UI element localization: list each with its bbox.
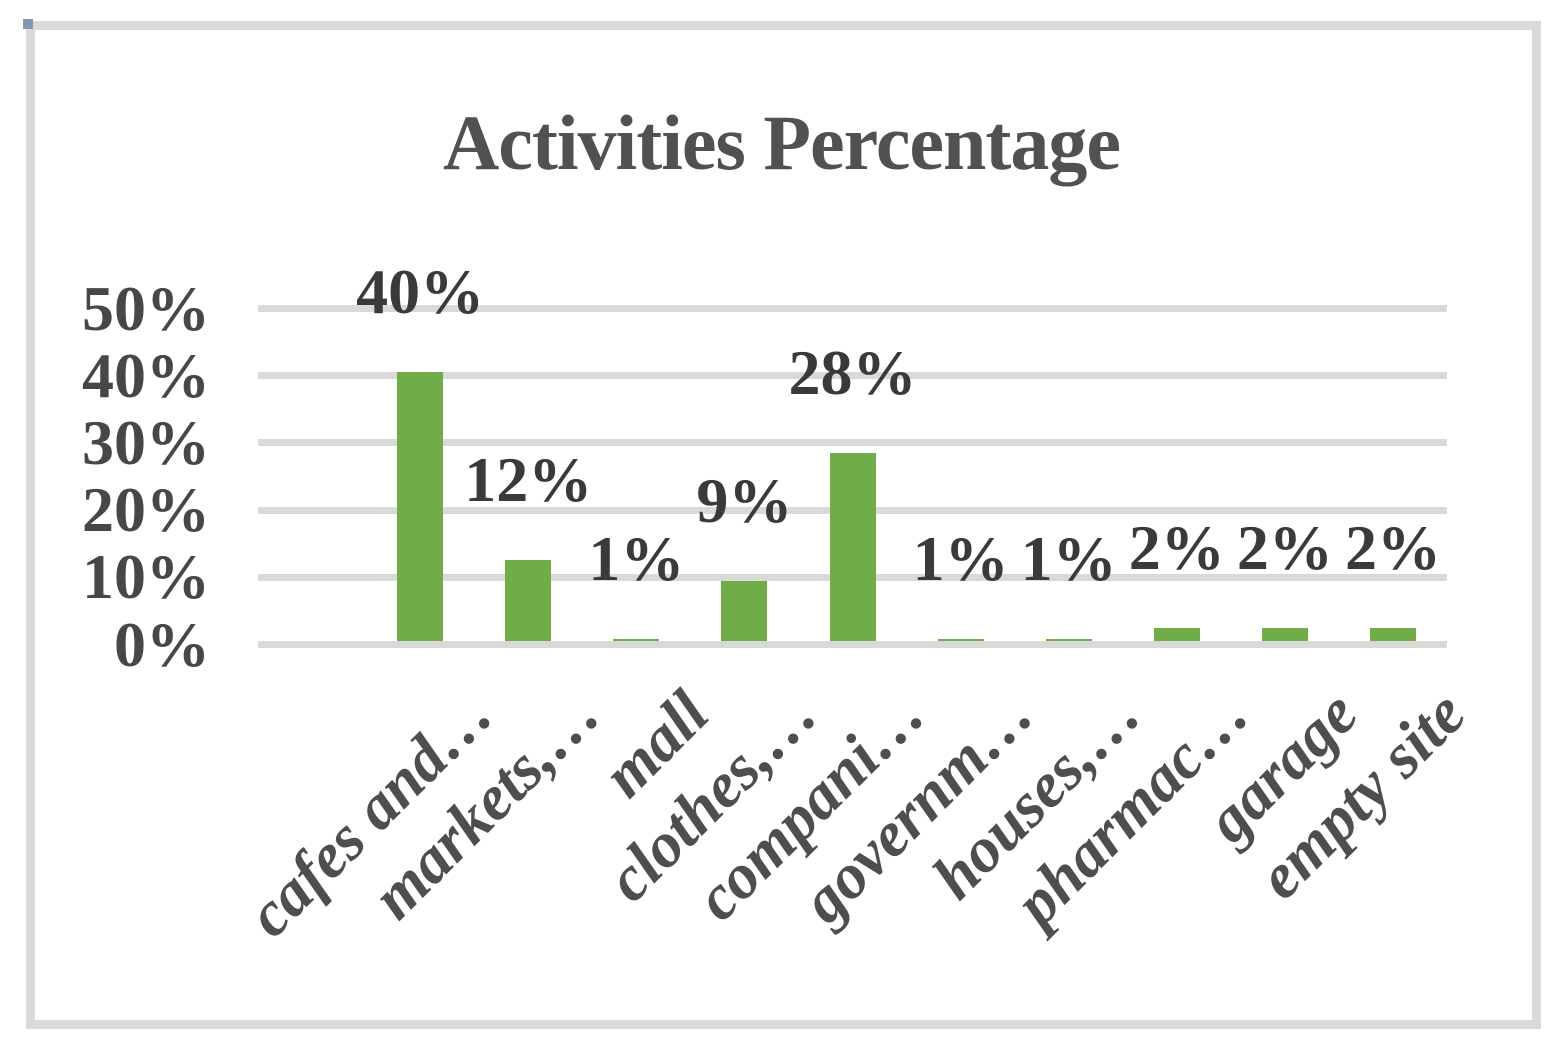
y-axis-tick-label: 40% [82,339,210,411]
bar[interactable] [505,560,552,641]
bar-data-label: 2% [1128,511,1225,583]
y-axis-tick-label: 20% [82,474,210,546]
bar-data-label: 9% [696,464,793,536]
bar-data-label: 12% [464,444,593,516]
bar[interactable] [1045,639,1092,641]
gridline [258,439,1447,447]
bar-data-label: 1% [588,523,685,594]
bar[interactable] [829,452,876,641]
bar-data-label: 40% [356,256,485,328]
y-axis-tick-label: 50% [82,272,210,344]
chart-title: Activities Percentage [442,99,1121,186]
bar-data-label: 2% [1236,511,1333,583]
y-axis-tick-label: 0% [114,608,210,680]
bar[interactable] [397,372,444,641]
selection-handle-icon [23,19,33,29]
bar-data-label: 1% [1020,523,1117,594]
bar[interactable] [1153,627,1200,641]
bar[interactable] [721,580,768,641]
bar-data-label: 2% [1344,511,1441,583]
bar[interactable] [937,639,984,641]
gridline [258,305,1447,312]
bar-data-label: 28% [788,336,917,408]
y-axis-tick-label: 30% [82,406,210,478]
gridline [258,372,1447,380]
chart-frame[interactable] [26,21,1541,1029]
bar[interactable] [1261,627,1308,641]
bar-data-label: 1% [912,523,1009,594]
y-axis-tick-label: 10% [82,541,210,613]
gridline [258,641,1447,648]
bar[interactable] [1369,627,1416,641]
bar[interactable] [613,639,660,641]
